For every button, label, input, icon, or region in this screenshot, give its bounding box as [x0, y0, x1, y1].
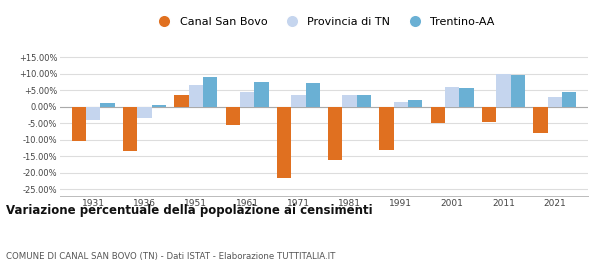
Bar: [445, 87, 460, 107]
Text: Variazione percentuale della popolazione ai censimenti: Variazione percentuale della popolazione…: [6, 204, 373, 217]
Bar: [137, 107, 152, 118]
Bar: [152, 105, 166, 107]
Bar: [496, 74, 511, 107]
Bar: [277, 107, 291, 178]
Bar: [175, 95, 188, 107]
Bar: [72, 107, 86, 141]
Legend: Canal San Bovo, Provincia di TN, Trentino-AA: Canal San Bovo, Provincia di TN, Trentin…: [149, 12, 499, 31]
Bar: [226, 107, 240, 125]
Bar: [86, 107, 100, 120]
Bar: [343, 95, 357, 107]
Bar: [379, 107, 394, 150]
Bar: [357, 95, 371, 107]
Bar: [328, 107, 343, 160]
Bar: [305, 83, 320, 107]
Bar: [188, 85, 203, 107]
Bar: [203, 77, 217, 107]
Bar: [240, 92, 254, 107]
Bar: [548, 97, 562, 107]
Bar: [394, 102, 408, 107]
Bar: [291, 95, 305, 107]
Bar: [100, 103, 115, 107]
Bar: [533, 107, 548, 133]
Bar: [123, 107, 137, 151]
Bar: [408, 100, 422, 107]
Bar: [562, 92, 576, 107]
Bar: [460, 88, 473, 107]
Bar: [482, 107, 496, 122]
Bar: [511, 75, 525, 107]
Text: COMUNE DI CANAL SAN BOVO (TN) - Dati ISTAT - Elaborazione TUTTITALIA.IT: COMUNE DI CANAL SAN BOVO (TN) - Dati IST…: [6, 252, 335, 261]
Bar: [254, 82, 269, 107]
Bar: [431, 107, 445, 123]
